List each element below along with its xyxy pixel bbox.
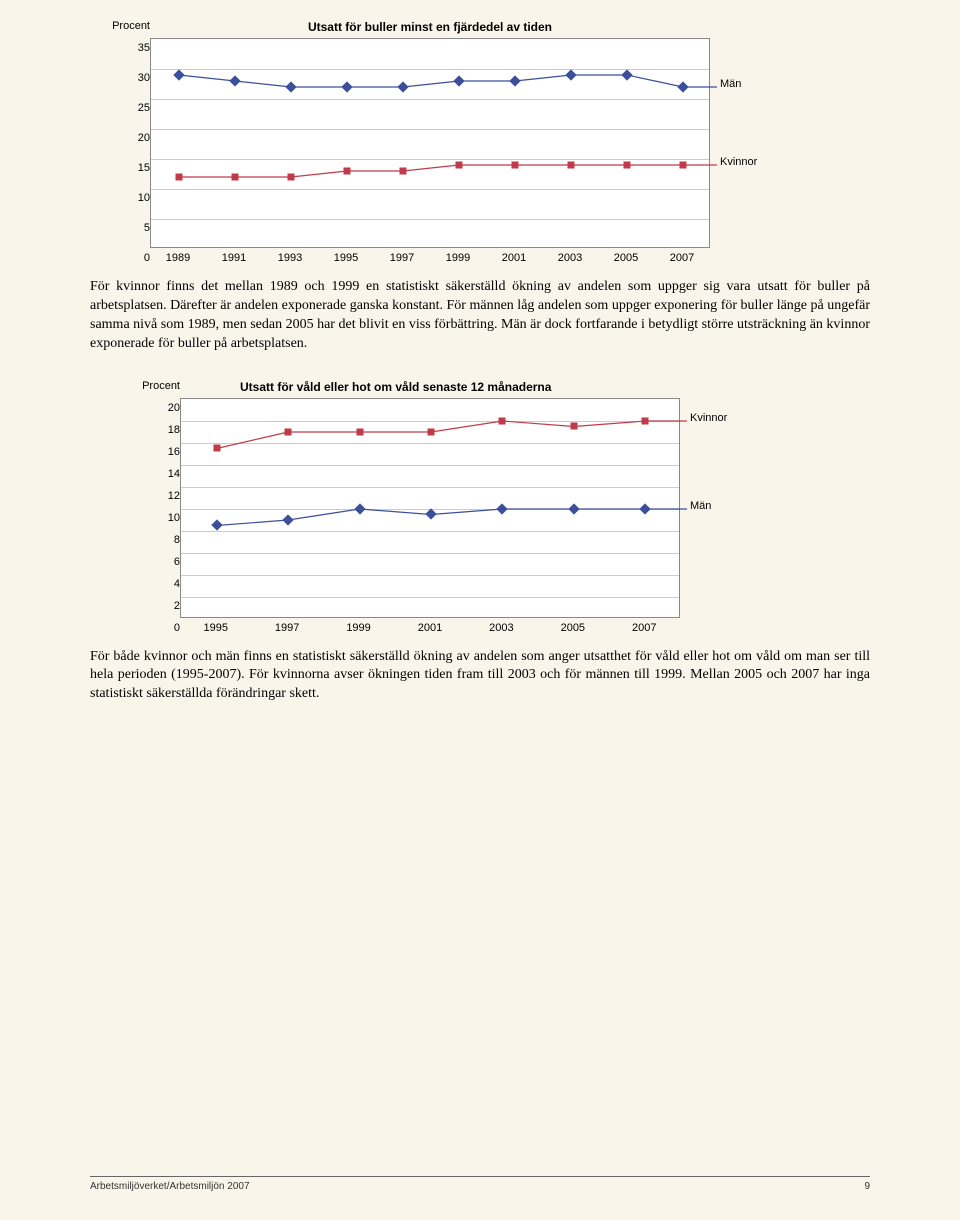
chart1-y-label: Procent	[90, 20, 150, 32]
chart1-legend-women: Kvinnor	[720, 156, 757, 168]
chart2-plot-area	[180, 398, 680, 618]
chart2-legend-women: Kvinnor	[690, 412, 727, 424]
chart2-x-axis: 1995199719992001200320052007	[180, 622, 680, 634]
chart2-legend-men: Män	[690, 500, 711, 512]
paragraph-2: För både kvinnor och män finns en statis…	[90, 648, 870, 705]
chart2-y-axis: 20181614121086420	[130, 394, 180, 626]
chart1-x-axis: 1989199119931995199719992001200320052007	[150, 252, 710, 264]
chart2-y-label: Procent	[130, 380, 180, 392]
footer-source: Arbetsmiljöverket/Arbetsmiljön 2007	[90, 1181, 250, 1192]
chart1-y-axis: 35302520151050	[90, 34, 150, 256]
chart1-plot-area	[150, 38, 710, 248]
chart1-title: Utsatt för buller minst en fjärdedel av …	[150, 20, 710, 34]
chart2-title: Utsatt för våld eller hot om våld senast…	[180, 380, 680, 394]
chart-vald: Procent 20181614121086420 Utsatt för vål…	[130, 380, 810, 634]
page-number: 9	[864, 1181, 870, 1192]
chart1-legend-men: Män	[720, 78, 741, 90]
page-footer: Arbetsmiljöverket/Arbetsmiljön 2007 9	[90, 1176, 870, 1192]
chart-buller: Procent 35302520151050 Utsatt för buller…	[90, 20, 870, 264]
paragraph-1: För kvinnor finns det mellan 1989 och 19…	[90, 278, 870, 354]
